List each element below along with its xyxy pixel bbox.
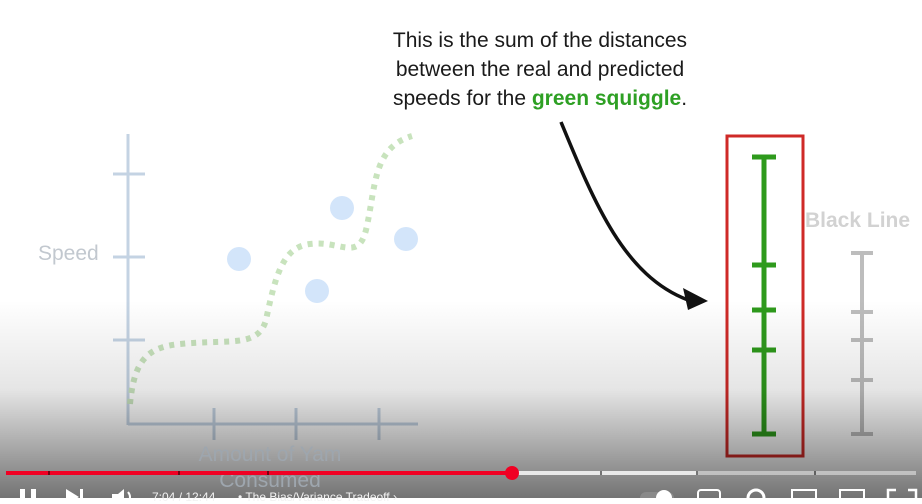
green-distance-bar	[752, 154, 776, 437]
next-icon[interactable]	[66, 489, 83, 498]
volume-icon[interactable]	[112, 489, 131, 498]
data-point	[394, 227, 418, 251]
x-axis-label-line-1: Amount of Yam	[198, 443, 342, 466]
chapter-divider	[267, 471, 269, 475]
arrow-head-icon	[683, 288, 708, 310]
callout-line-3-start: speeds for the	[392, 87, 532, 110]
controls-icons	[20, 488, 918, 498]
time-total: 12:44	[185, 490, 216, 504]
chapter-title-text: The Bias/Variance Tradeoff	[245, 490, 390, 504]
data-point	[305, 279, 329, 303]
miniplayer-icon[interactable]	[791, 489, 817, 498]
data-points	[227, 196, 418, 303]
progress-bar[interactable]	[6, 471, 916, 475]
chapter-divider	[696, 471, 698, 475]
callout-line-2: between the real and predicted	[395, 58, 685, 81]
pause-icon[interactable]	[20, 489, 36, 498]
green-squiggle	[127, 133, 413, 405]
callout-line-1: This is the sum of the distances	[392, 29, 688, 52]
subtitles-icon[interactable]	[697, 489, 721, 498]
callout-line-3-end: .	[681, 87, 688, 110]
chapter-title[interactable]: • The Bias/Variance Tradeoff ›	[238, 490, 397, 504]
settings-icon[interactable]	[746, 488, 766, 498]
fullscreen-icon[interactable]	[886, 488, 918, 498]
progress-scrubber[interactable]	[504, 466, 519, 480]
progress-played	[6, 471, 512, 475]
black-line-label: Black Line	[805, 209, 911, 232]
callout-line-3: speeds for the green squiggle.	[340, 84, 740, 113]
plot-axes	[113, 134, 418, 440]
curved-arrow	[559, 121, 689, 302]
player-controls	[0, 486, 922, 498]
chapter-divider	[600, 471, 602, 475]
time-current: 7:04	[152, 490, 176, 504]
chapter-divider	[48, 471, 50, 475]
data-point	[227, 247, 251, 271]
black-line-distance-bar	[851, 251, 873, 436]
y-axis-label: Speed	[38, 242, 99, 265]
time-separator: /	[175, 490, 186, 504]
autoplay-toggle-icon[interactable]	[640, 490, 674, 498]
chapter-divider	[178, 471, 180, 475]
chapter-divider	[814, 471, 816, 475]
chevron-right-icon: ›	[392, 490, 397, 504]
callout-text: This is the sum of the distances between…	[340, 26, 740, 113]
data-point	[330, 196, 354, 220]
time-display: 7:04 / 12:44	[152, 490, 215, 504]
theater-icon[interactable]	[839, 489, 865, 498]
callout-highlight: green squiggle	[531, 87, 682, 110]
